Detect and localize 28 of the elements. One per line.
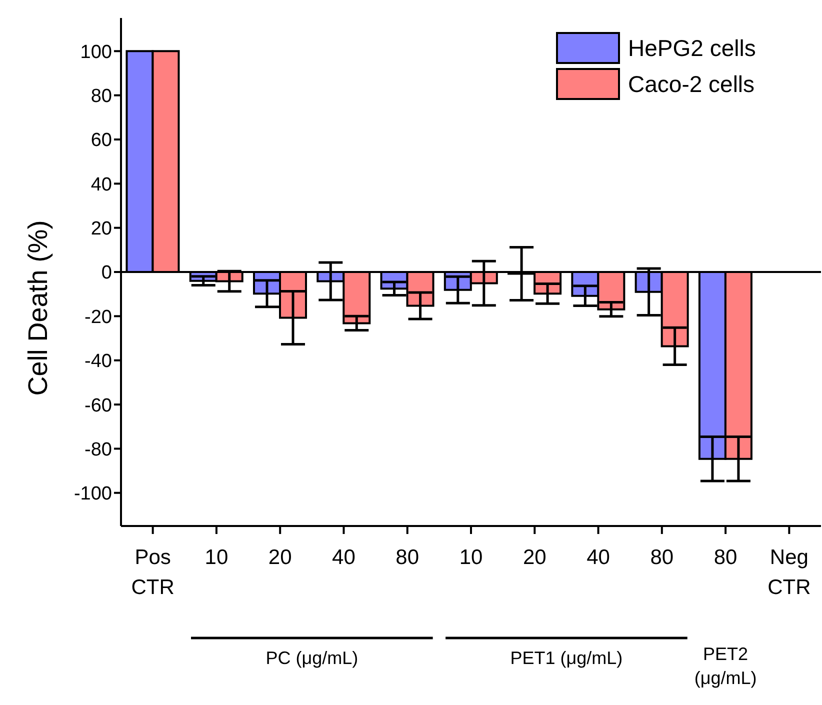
y-tick-label: -100 [74, 484, 112, 505]
x-tick-label: 40 [332, 546, 356, 569]
text: PET2 (μg/mL) [694, 644, 757, 688]
y-axis-title: Cell Death (%) [23, 220, 53, 396]
y-tick-label: -40 [84, 351, 112, 372]
y-tick-label: -20 [84, 306, 112, 328]
legend-label: HePG2 cells [628, 34, 756, 62]
x-tick-label: 10 [204, 546, 228, 569]
x-tick-label: 20 [522, 546, 546, 569]
x-tick-label: 10 [459, 546, 483, 569]
x-tick-label: 80 [396, 546, 420, 569]
x-tick-label: 20 [268, 546, 292, 569]
x-tick-label: 40 [586, 546, 610, 569]
y-tick-label: 80 [90, 86, 112, 108]
legend-label: Caco-2 cells [628, 70, 755, 98]
y-tick-label: 60 [90, 130, 112, 152]
y-tick-label: -60 [84, 395, 112, 416]
y-tick-label: 20 [90, 218, 112, 240]
x-tick-label: Pos CTR [131, 546, 174, 599]
x-tick-label: 80 [650, 546, 674, 569]
y-tick-label: 100 [80, 42, 112, 63]
x-tick-label: 80 [714, 546, 738, 569]
y-tick-label: -80 [84, 439, 112, 460]
y-tick-label: 40 [90, 174, 112, 196]
text: PC (μg/mL) [266, 648, 358, 668]
y-tick-label: 0 [101, 262, 112, 284]
text: PET1 (μg/mL) [510, 648, 623, 668]
x-tick-label: Neg CTR [768, 546, 811, 599]
